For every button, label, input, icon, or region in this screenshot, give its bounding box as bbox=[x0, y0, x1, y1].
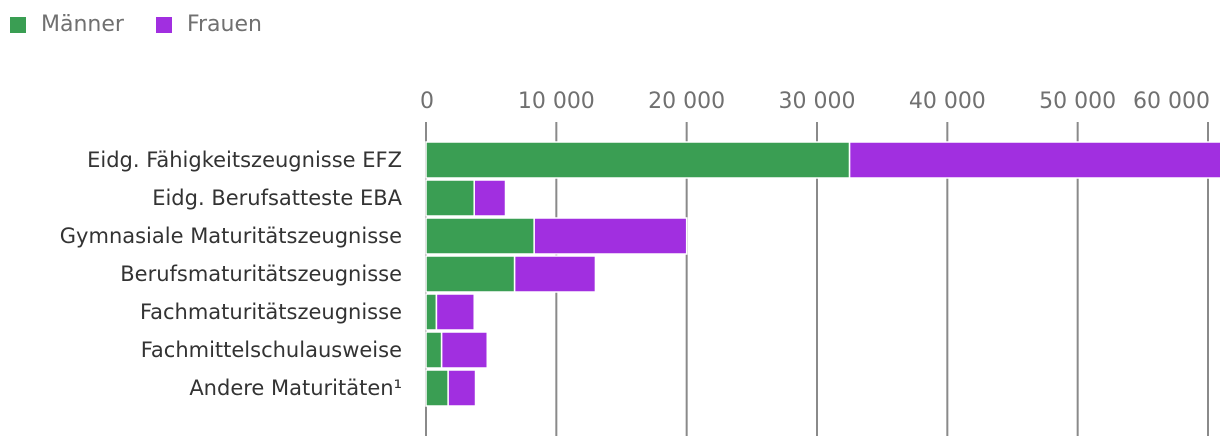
bar-frauen[interactable] bbox=[440, 331, 489, 369]
bar-maenner[interactable] bbox=[425, 293, 438, 331]
legend: Männer Frauen bbox=[10, 12, 262, 37]
bar-frauen[interactable] bbox=[447, 369, 477, 407]
category-labels: Eidg. Fähigkeitszeugnisse EFZ Eidg. Beruf… bbox=[60, 148, 403, 400]
x-tick-label: 40 000 bbox=[909, 89, 986, 114]
bar-maenner[interactable] bbox=[425, 331, 443, 369]
category-label: Andere Maturitäten¹ bbox=[189, 376, 402, 400]
x-tick-label: 0 bbox=[420, 89, 434, 114]
x-tick-label: 50 000 bbox=[1039, 89, 1116, 114]
legend-label-frauen: Frauen bbox=[186, 12, 262, 37]
bar-frauen[interactable] bbox=[473, 179, 507, 217]
legend-item-maenner[interactable]: Männer bbox=[10, 12, 124, 37]
x-tick-label: 60 000 bbox=[1133, 89, 1210, 114]
x-axis-ticks: 0 10 000 20 000 30 000 40 000 50 000 60 000 bbox=[420, 89, 1210, 114]
bar-maenner[interactable] bbox=[425, 255, 516, 293]
bar-maenner[interactable] bbox=[425, 217, 535, 255]
bar-frauen[interactable] bbox=[848, 141, 1220, 179]
category-label: Gymnasiale Maturitätszeugnisse bbox=[60, 224, 402, 248]
bar-maenner[interactable] bbox=[425, 141, 851, 179]
category-label: Fachmaturitätszeugnisse bbox=[140, 300, 402, 324]
bar-maenner[interactable] bbox=[425, 369, 449, 407]
x-tick-label: 20 000 bbox=[648, 89, 725, 114]
x-tick-label: 30 000 bbox=[779, 89, 856, 114]
legend-label-maenner: Männer bbox=[41, 12, 124, 37]
category-label: Eidg. Fähigkeitszeugnisse EFZ bbox=[87, 148, 402, 172]
category-label: Berufsmaturitätszeugnisse bbox=[120, 262, 402, 286]
legend-swatch-frauen bbox=[155, 16, 172, 33]
category-label: Fachmittelschulausweise bbox=[141, 338, 402, 362]
legend-swatch-maenner bbox=[10, 16, 26, 33]
legend-item-frauen[interactable]: Frauen bbox=[155, 12, 262, 37]
bar-maenner[interactable] bbox=[425, 179, 475, 217]
bars bbox=[425, 141, 1220, 407]
bar-frauen[interactable] bbox=[533, 217, 688, 255]
bar-frauen[interactable] bbox=[513, 255, 597, 293]
category-label: Eidg. Berufsatteste EBA bbox=[152, 186, 402, 210]
bar-frauen[interactable] bbox=[435, 293, 475, 331]
x-tick-label: 10 000 bbox=[518, 89, 595, 114]
